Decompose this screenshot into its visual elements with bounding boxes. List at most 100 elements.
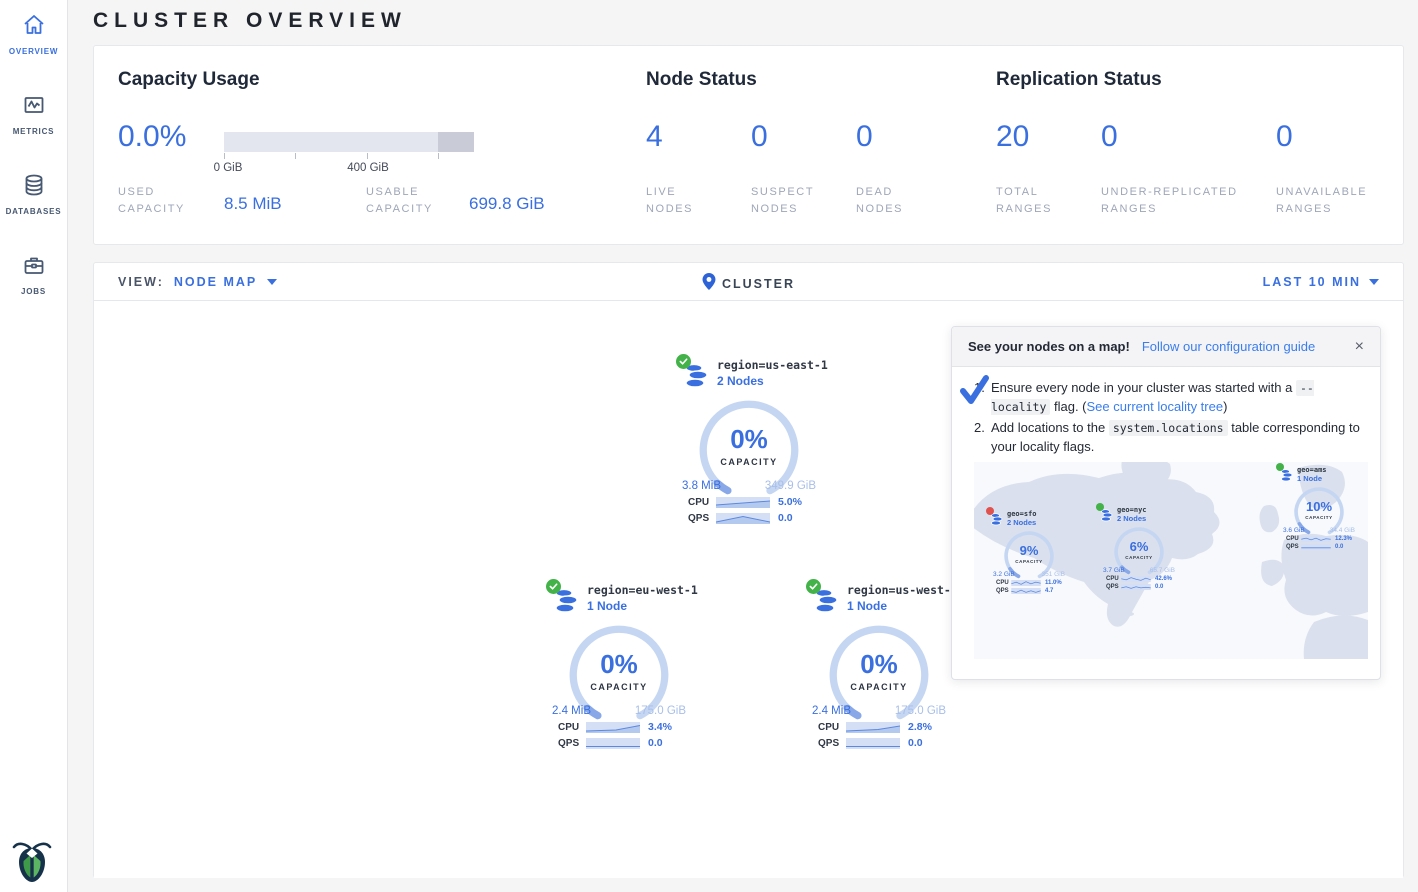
locality-tree-link[interactable]: See current locality tree (1086, 398, 1224, 414)
capacity-percent: 6% (1129, 539, 1149, 555)
qps-value: 0.0 (1335, 544, 1344, 551)
cluster-summary-card: Capacity Usage Node Status Replication S… (93, 45, 1404, 245)
capacity-usage-title: Capacity Usage (118, 69, 260, 90)
under-replicated-label: UNDER-REPLICATED RANGES (1101, 186, 1238, 216)
qps-label: QPS (688, 512, 710, 524)
geo-label: geo=sfo (1007, 510, 1037, 519)
total-value: 349.9 GiB (764, 480, 816, 492)
breadcrumb: CLUSTER (721, 277, 796, 291)
total-value: 175.0 GiB (634, 705, 686, 717)
check-circle-icon (1096, 503, 1104, 512)
cpu-sparkline (846, 721, 900, 733)
live-nodes-label: LIVE NODES (646, 186, 694, 216)
qps-value: 0.0 (1155, 584, 1164, 591)
node-count-link[interactable]: 1 Node (847, 599, 888, 613)
live-nodes-value: 4 (646, 120, 663, 153)
region-label: region=us-west-1 (847, 583, 958, 597)
capacity-gauge: 9% CAPACITY (1003, 530, 1055, 582)
axis-tick-label: 0 GiB (213, 162, 243, 174)
mini-node-group-sfo: geo=sfo 2 Nodes (986, 507, 1072, 595)
cpu-value: 3.4% (648, 721, 672, 733)
region-label: region=eu-west-1 (587, 583, 698, 597)
qps-value: 4.7 (1045, 588, 1054, 595)
sidebar-item-metrics[interactable]: METRICS (0, 80, 67, 160)
time-range-dropdown[interactable]: LAST 10 MIN (1262, 275, 1361, 289)
chevron-down-icon[interactable] (267, 279, 278, 285)
cpu-label: CPU (818, 721, 840, 733)
total-value: 65.7 GiB (1149, 567, 1175, 575)
node-group-us-east-1[interactable]: region=us-east-1 2 Nodes 0% CAPACITY (669, 354, 829, 524)
axis-tick-label: 400 GiB (347, 162, 389, 174)
configuration-guide-link[interactable]: Follow our configuration guide (1141, 339, 1316, 354)
unavailable-ranges-value: 0 (1276, 120, 1293, 153)
sidebar: OVERVIEW METRICS DATABASES (0, 0, 68, 892)
check-circle-icon (1276, 463, 1284, 472)
home-icon (22, 13, 46, 42)
view-dropdown[interactable]: NODE MAP (173, 275, 258, 289)
total-ranges-label: TOTAL RANGES (996, 186, 1053, 216)
axis-tick (438, 153, 439, 159)
node-count-label: 2 Nodes (1007, 518, 1037, 528)
capacity-percent: 10% (1305, 499, 1333, 515)
dead-nodes-value: 0 (856, 120, 873, 153)
cpu-value: 12.3% (1335, 536, 1353, 543)
node-map-card: VIEW: NODE MAP CLUSTER LAST 10 MIN (93, 262, 1404, 878)
node-count-link[interactable]: 2 Nodes (717, 374, 764, 388)
cpu-label: CPU (996, 580, 1009, 587)
nodes-stack-icon (806, 579, 839, 615)
qps-value: 0.0 (778, 512, 793, 524)
step-text: ) (1223, 398, 1228, 414)
unavailable-ranges-label: UNAVAILABLE RANGES (1276, 186, 1368, 216)
popup-body: 1. Ensure every node in your cluster was… (952, 367, 1380, 679)
capacity-caption: CAPACITY (1305, 515, 1333, 521)
sidebar-item-label: JOBS (21, 287, 46, 296)
geo-label: geo=nyc (1117, 506, 1147, 515)
capacity-gauge: 6% CAPACITY (1113, 526, 1165, 578)
axis-tick (367, 153, 368, 159)
cpu-value: 42.6% (1155, 576, 1173, 583)
sidebar-item-label: METRICS (12, 127, 55, 136)
cpu-value: 5.0% (778, 496, 802, 508)
qps-sparkline (846, 737, 900, 749)
qps-label: QPS (1286, 544, 1299, 551)
node-count-label: 2 Nodes (1117, 514, 1147, 524)
cockroach-logo-icon (12, 840, 52, 884)
map-pin-icon (702, 273, 715, 295)
step-text: Add locations to the (991, 419, 1109, 435)
used-capacity-label: USED CAPACITY (118, 186, 185, 216)
blue-check-icon (960, 375, 989, 404)
world-map-graphic (974, 462, 1368, 660)
capacity-bar (224, 132, 474, 152)
step-text: table corresponding to your locality fla… (991, 419, 1360, 454)
chevron-down-icon[interactable] (1369, 279, 1379, 285)
qps-label: QPS (1106, 584, 1119, 591)
node-count-label: 1 Node (1297, 474, 1323, 484)
sidebar-item-jobs[interactable]: JOBS (0, 240, 67, 320)
node-group-eu-west-1[interactable]: region=eu-west-1 1 Node 0% CAPACITY (539, 579, 699, 749)
used-value: 3.6 GiB (1283, 527, 1305, 535)
databases-icon (22, 173, 46, 202)
popup-header: See your nodes on a map! Follow our conf… (952, 327, 1380, 367)
cpu-value: 11.0% (1045, 580, 1062, 587)
suspect-nodes-label: SUSPECT NODES (751, 186, 814, 216)
capacity-caption: CAPACITY (1015, 559, 1043, 565)
capacity-caption: CAPACITY (720, 456, 778, 467)
cpu-label: CPU (558, 721, 580, 733)
used-value: 2.4 MiB (812, 705, 851, 717)
suspect-nodes-value: 0 (751, 120, 768, 153)
replication-status-title: Replication Status (996, 69, 1162, 90)
sidebar-item-databases[interactable]: DATABASES (0, 160, 67, 240)
example-map-image: geo=sfo 2 Nodes (974, 462, 1368, 660)
node-count-link[interactable]: 1 Node (587, 599, 628, 613)
under-replicated-value: 0 (1101, 120, 1118, 153)
node-group-us-west-1[interactable]: region=us-west-1 1 Node 0% CAPACITY (799, 579, 959, 749)
region-label: region=us-east-1 (717, 358, 828, 372)
sidebar-item-overview[interactable]: OVERVIEW (0, 0, 67, 80)
close-icon[interactable]: × (1354, 337, 1364, 355)
used-value: 3.8 MiB (682, 480, 721, 492)
cpu-value: 2.8% (908, 721, 932, 733)
axis-tick (224, 153, 225, 159)
axis-tick (295, 153, 296, 159)
node-map-canvas: region=us-east-1 2 Nodes 0% CAPACITY (94, 301, 1403, 878)
